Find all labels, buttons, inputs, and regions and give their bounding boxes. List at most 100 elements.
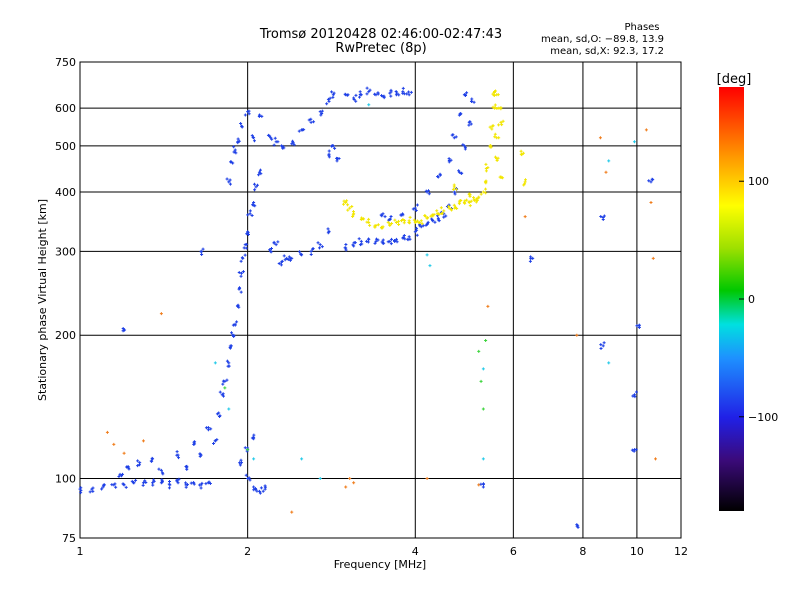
data-point — [342, 202, 346, 206]
data-point — [633, 395, 637, 399]
y-axis-ticks: 75 100 200 300 400 500 600 750 — [55, 56, 76, 545]
series-2 — [105, 128, 658, 514]
data-point — [380, 240, 384, 244]
data-point — [337, 157, 341, 160]
data-point — [253, 487, 257, 491]
x-tick-label: 12 — [674, 545, 688, 558]
data-point — [366, 240, 370, 244]
data-point — [223, 386, 227, 390]
data-point — [500, 123, 504, 127]
data-point — [233, 322, 237, 326]
y-tick-label: 100 — [55, 473, 76, 486]
data-point — [316, 241, 320, 245]
data-point — [286, 258, 290, 262]
data-point — [239, 259, 243, 263]
data-point — [91, 486, 95, 490]
data-point — [368, 88, 372, 92]
stats-line-x: mean, sd,X: 92.3, 17.2 — [550, 46, 664, 57]
data-point — [424, 189, 428, 193]
data-point — [493, 132, 497, 136]
data-point — [634, 390, 638, 394]
data-point — [467, 200, 471, 204]
x-tick-label: 8 — [579, 545, 586, 558]
data-point — [348, 206, 352, 210]
data-point — [331, 93, 335, 97]
data-point — [175, 453, 179, 457]
data-point — [468, 204, 472, 208]
colorbar-tick-label: 0 — [748, 293, 755, 306]
data-point — [252, 201, 256, 205]
data-point — [333, 146, 337, 150]
data-point — [327, 99, 331, 103]
data-point — [426, 216, 430, 220]
data-point — [360, 242, 364, 246]
data-point — [298, 250, 301, 254]
data-point — [499, 107, 503, 111]
data-point — [191, 481, 195, 485]
data-point — [136, 464, 140, 468]
data-point — [454, 135, 458, 139]
data-point — [185, 467, 189, 471]
data-point — [234, 151, 238, 155]
data-point — [386, 240, 390, 244]
y-tick-label: 500 — [55, 140, 76, 153]
data-point — [440, 211, 444, 215]
data-point — [408, 237, 412, 241]
data-point — [493, 135, 497, 139]
data-point — [168, 479, 172, 483]
data-point — [424, 223, 428, 227]
data-point — [397, 219, 401, 223]
data-point — [411, 207, 415, 211]
data-point — [428, 264, 432, 268]
data-point — [389, 94, 393, 98]
data-point — [489, 145, 493, 149]
data-point — [218, 390, 222, 394]
data-point — [244, 473, 248, 477]
data-point — [252, 182, 256, 186]
data-point — [351, 243, 355, 247]
data-point — [359, 239, 363, 243]
data-point — [634, 448, 638, 452]
data-point — [399, 213, 403, 217]
data-point — [450, 133, 454, 137]
data-point — [344, 485, 348, 489]
data-point — [231, 161, 235, 165]
data-point — [285, 256, 289, 260]
y-axis-label: Stationary phase Virtual Height [km] — [36, 199, 49, 401]
data-point — [481, 367, 485, 371]
data-point — [405, 92, 409, 96]
data-point — [231, 323, 235, 327]
data-point — [374, 237, 378, 241]
data-point — [252, 203, 256, 207]
data-point — [354, 93, 358, 97]
data-point — [330, 144, 334, 148]
data-point — [447, 160, 451, 164]
data-point — [343, 246, 347, 250]
data-point — [654, 457, 658, 461]
data-point — [421, 224, 425, 228]
data-point — [358, 93, 362, 97]
data-point — [394, 237, 398, 241]
data-point — [407, 93, 411, 97]
data-point — [344, 243, 348, 247]
data-point — [395, 91, 399, 95]
data-point — [100, 487, 104, 491]
data-point — [325, 102, 329, 106]
data-point — [484, 162, 488, 166]
data-point — [259, 486, 263, 490]
data-point — [397, 93, 401, 97]
data-point — [263, 485, 267, 489]
y-tick-label: 300 — [55, 245, 76, 258]
data-point — [312, 120, 316, 124]
data-point — [383, 215, 387, 219]
data-point — [465, 91, 469, 95]
data-point — [228, 178, 232, 182]
data-point — [390, 237, 394, 241]
data-point — [415, 219, 419, 223]
data-point — [207, 480, 211, 484]
data-point — [272, 241, 276, 245]
y-tick-label: 200 — [55, 329, 76, 342]
data-point — [230, 331, 234, 335]
data-point — [438, 173, 442, 177]
data-point — [352, 98, 356, 102]
